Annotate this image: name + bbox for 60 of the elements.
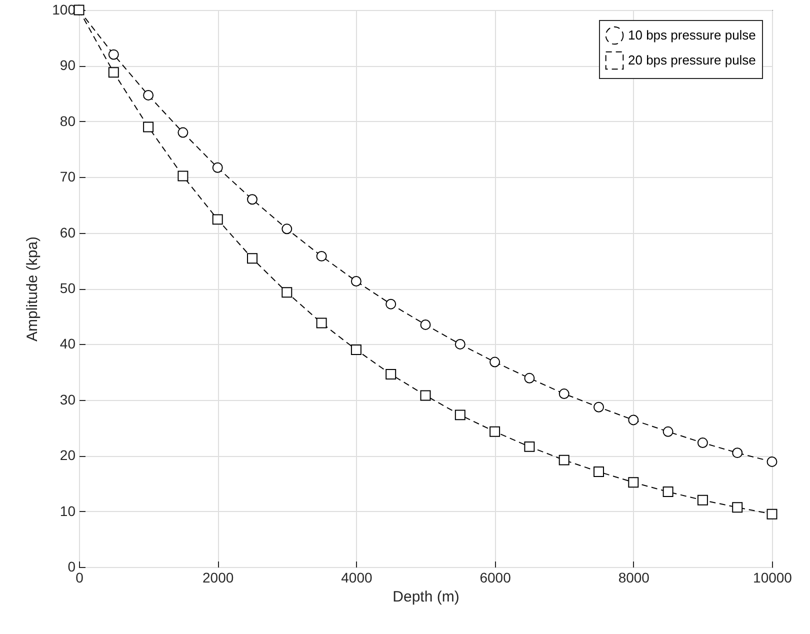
point (662, 426, 674, 437)
legend-label: 10 bps pressure pulse (628, 28, 756, 42)
point (766, 456, 778, 467)
point (732, 448, 743, 458)
point (282, 287, 292, 298)
y-tick-label: 90 (60, 57, 76, 74)
y-tick-label: 30 (60, 391, 76, 408)
point (316, 250, 327, 262)
y-tick-label: 60 (60, 224, 76, 240)
point (766, 508, 778, 520)
point (628, 414, 639, 426)
point (697, 494, 708, 506)
point (212, 214, 223, 225)
point (247, 194, 258, 205)
y-axis-title: Amplitude (kpa) (24, 236, 42, 342)
y-tick-label: 0 (68, 558, 76, 574)
point (247, 253, 258, 264)
point (212, 162, 223, 173)
legend-label: 20 bps pressure pulse (628, 52, 756, 68)
point (74, 4, 84, 16)
point (558, 388, 570, 400)
point (490, 426, 500, 437)
point (594, 402, 604, 412)
point (282, 224, 292, 234)
point (454, 410, 466, 420)
point (143, 90, 154, 100)
point (386, 298, 396, 310)
x-tick-label: 10000 (753, 570, 792, 586)
point (386, 369, 396, 380)
point (524, 441, 535, 452)
point (420, 390, 431, 401)
x-axis-title: Depth (m) (392, 588, 460, 606)
point (108, 49, 119, 60)
x-tick-label: 6000 (480, 570, 512, 586)
point (420, 319, 431, 330)
point (558, 454, 570, 466)
y-tick-label: 50 (60, 280, 76, 296)
point (594, 466, 604, 477)
point (697, 438, 708, 448)
point (454, 338, 466, 350)
point (524, 372, 535, 384)
point (178, 170, 188, 182)
y-tick-label: 40 (60, 336, 76, 352)
point (732, 502, 743, 513)
point (316, 318, 327, 328)
x-tick-label: 4000 (341, 570, 372, 586)
y-tick-label: 70 (60, 168, 76, 185)
x-tick-label: 2000 (202, 570, 234, 586)
point (143, 122, 154, 132)
y-tick-label: 80 (60, 112, 76, 129)
y-tick-label: 10 (60, 502, 76, 519)
point (108, 67, 119, 78)
point (178, 127, 188, 138)
x-tick-label: 8000 (618, 570, 650, 586)
point (662, 486, 674, 498)
point (628, 477, 639, 488)
point (350, 344, 362, 356)
y-tick-label: 20 (60, 447, 76, 464)
point (490, 356, 500, 368)
point (350, 276, 362, 286)
